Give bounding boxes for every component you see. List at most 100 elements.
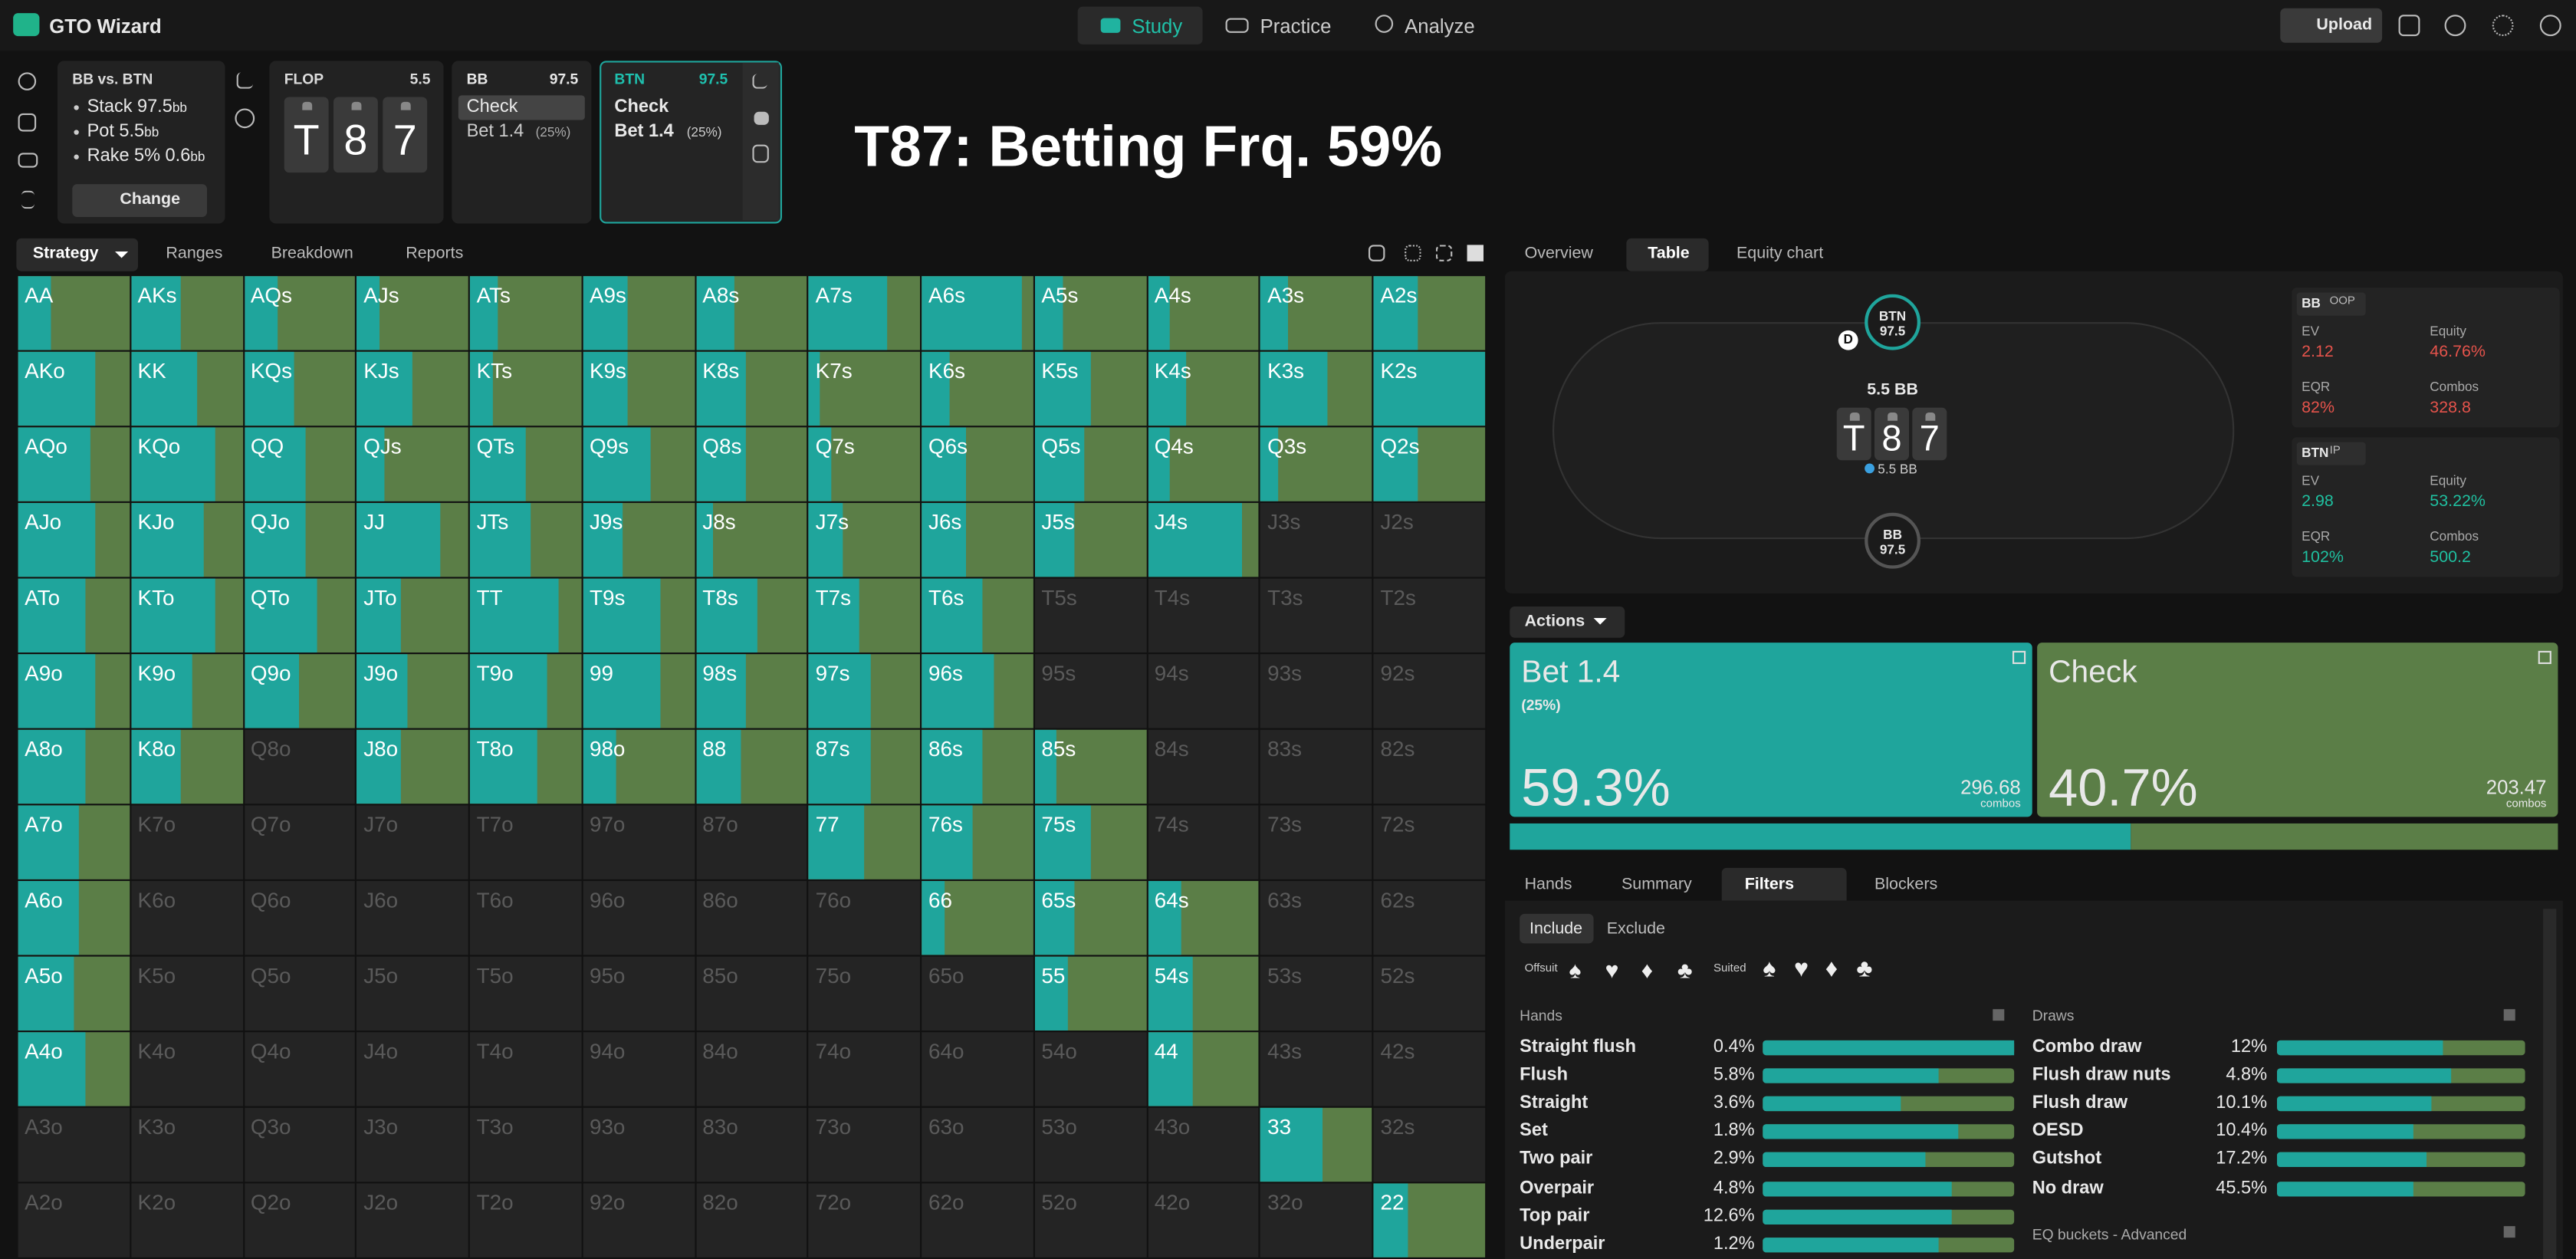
tab[interactable]: Strategy	[32, 245, 99, 263]
hand-cell[interactable]: K3s	[1260, 351, 1372, 426]
hand-cell[interactable]: K6s	[922, 351, 1033, 426]
hand-cell[interactable]: 73o	[809, 1107, 921, 1182]
hand-cell[interactable]: 53s	[1260, 956, 1372, 1031]
hand-cell[interactable]: K6o	[130, 880, 243, 955]
game-icon[interactable]	[18, 153, 38, 168]
actions-title[interactable]: Actions	[1524, 613, 1585, 632]
nav-tab[interactable]: Practice	[1260, 15, 1332, 38]
hand-cell[interactable]: 93s	[1260, 654, 1372, 728]
hand-cell[interactable]: T4s	[1148, 578, 1260, 653]
hand-cell[interactable]: A3s	[1260, 276, 1372, 350]
nav-tab[interactable]: Analyze	[1405, 15, 1475, 38]
hand-cell[interactable]: T5o	[469, 956, 582, 1031]
hand-cell[interactable]: Q5o	[244, 956, 356, 1031]
hand-cell[interactable]: 72o	[809, 1183, 921, 1257]
hand-cell[interactable]: 73s	[1260, 805, 1372, 879]
mode[interactable]: Exclude	[1606, 920, 1665, 938]
tab[interactable]: Breakdown	[271, 245, 353, 263]
reset-icon[interactable]	[18, 72, 37, 90]
hand-cell[interactable]: T9o	[469, 654, 582, 728]
hand-cell[interactable]: 76s	[922, 805, 1033, 879]
hand-cell[interactable]: K9s	[583, 351, 695, 426]
hand-cell[interactable]: 97s	[809, 654, 921, 728]
tab[interactable]: Ranges	[166, 245, 223, 263]
tab[interactable]: Summary	[1622, 876, 1692, 895]
hand-cell[interactable]: T9s	[583, 578, 695, 653]
hand-cell[interactable]: T6s	[922, 578, 1033, 653]
hand-cell[interactable]: 76o	[809, 880, 921, 955]
hand-cell[interactable]: 98o	[583, 729, 695, 804]
hand-cell[interactable]: J4o	[356, 1032, 468, 1106]
hand-cell[interactable]: Q2s	[1373, 427, 1486, 501]
hand-cell[interactable]: 32s	[1373, 1107, 1486, 1182]
hand-cell[interactable]: TT	[469, 578, 582, 653]
hand-cell[interactable]: 54o	[1034, 1032, 1147, 1106]
hand-cell[interactable]: AJs	[356, 276, 468, 350]
hand-cell[interactable]: Q6o	[244, 880, 356, 955]
hand-cell[interactable]: A2s	[1373, 276, 1486, 350]
hand-cell[interactable]: Q7s	[809, 427, 921, 501]
tab[interactable]: Table	[1648, 245, 1690, 263]
expand-icon[interactable]	[21, 190, 34, 209]
hand-cell[interactable]: J7s	[809, 502, 921, 577]
hand-cell[interactable]: J3o	[356, 1107, 468, 1182]
hand-cell[interactable]: QJs	[356, 427, 468, 501]
hand-cell[interactable]: K7o	[130, 805, 243, 879]
hand-cell[interactable]: KK	[130, 351, 243, 426]
suit-filter[interactable]: ♠	[1763, 955, 1776, 983]
hand-cell[interactable]: 87o	[695, 805, 807, 879]
suit-filter[interactable]: ♦	[1825, 955, 1838, 983]
hand-cell[interactable]: QTs	[469, 427, 582, 501]
hand-cell[interactable]: JTs	[469, 502, 582, 577]
hand-cell[interactable]: 54s	[1148, 956, 1260, 1031]
hand-cell[interactable]: J5o	[356, 956, 468, 1031]
hand-cell[interactable]: K3o	[130, 1107, 243, 1182]
hand-cell[interactable]: KQs	[244, 351, 356, 426]
hand-cell[interactable]: K4o	[130, 1032, 243, 1106]
hand-cell[interactable]: 83s	[1260, 729, 1372, 804]
account-icon[interactable]	[2539, 15, 2561, 37]
hand-cell[interactable]: 94o	[583, 1032, 695, 1106]
hand-cell[interactable]: K8s	[695, 351, 807, 426]
hand-cell[interactable]: T7s	[809, 578, 921, 653]
hand-cell[interactable]: 74s	[1148, 805, 1260, 879]
hand-cell[interactable]: 95s	[1034, 654, 1147, 728]
hand-cell[interactable]: QQ	[244, 427, 356, 501]
hand-cell[interactable]: 66	[922, 880, 1033, 955]
hand-cell[interactable]: 85o	[695, 956, 807, 1031]
bb-panel[interactable]	[452, 61, 592, 224]
hand-cell[interactable]: 62s	[1373, 880, 1486, 955]
hand-cell[interactable]: T2o	[469, 1183, 582, 1257]
view-icon[interactable]	[1467, 245, 1484, 261]
hand-cell[interactable]: K4s	[1148, 351, 1260, 426]
hand-cell[interactable]: Q8o	[244, 729, 356, 804]
hand-cell[interactable]: 86s	[922, 729, 1033, 804]
hand-cell[interactable]: 93o	[583, 1107, 695, 1182]
nav-tab[interactable]: Study	[1132, 15, 1183, 38]
hand-cell[interactable]: Q4s	[1148, 427, 1260, 501]
hand-cell[interactable]: AKo	[18, 351, 130, 426]
hand-cell[interactable]: 43s	[1260, 1032, 1372, 1106]
hand-cell[interactable]: T3s	[1260, 578, 1372, 653]
hand-cell[interactable]: 95o	[583, 956, 695, 1031]
hand-cell[interactable]: Q5s	[1034, 427, 1147, 501]
hand-cell[interactable]: Q8s	[695, 427, 807, 501]
hand-cell[interactable]: K7s	[809, 351, 921, 426]
mode[interactable]: Include	[1529, 920, 1583, 938]
hand-cell[interactable]: Q3o	[244, 1107, 356, 1182]
hand-cell[interactable]: AQs	[244, 276, 356, 350]
hand-cell[interactable]: J9s	[583, 502, 695, 577]
hand-cell[interactable]: 75s	[1034, 805, 1147, 879]
toggle-icon[interactable]	[2503, 1009, 2515, 1021]
edit-icon[interactable]	[236, 72, 253, 89]
hand-cell[interactable]: K9o	[130, 654, 243, 728]
hand-cell[interactable]: ATo	[18, 578, 130, 653]
help-icon[interactable]	[2444, 15, 2466, 37]
hand-cell[interactable]: KQo	[130, 427, 243, 501]
hand-cell[interactable]: AKs	[130, 276, 243, 350]
view-icon[interactable]	[1435, 245, 1453, 261]
hand-cell[interactable]: AQo	[18, 427, 130, 501]
hand-cell[interactable]: QJo	[244, 502, 356, 577]
hand-cell[interactable]: J6s	[922, 502, 1033, 577]
hand-cell[interactable]: 83o	[695, 1107, 807, 1182]
